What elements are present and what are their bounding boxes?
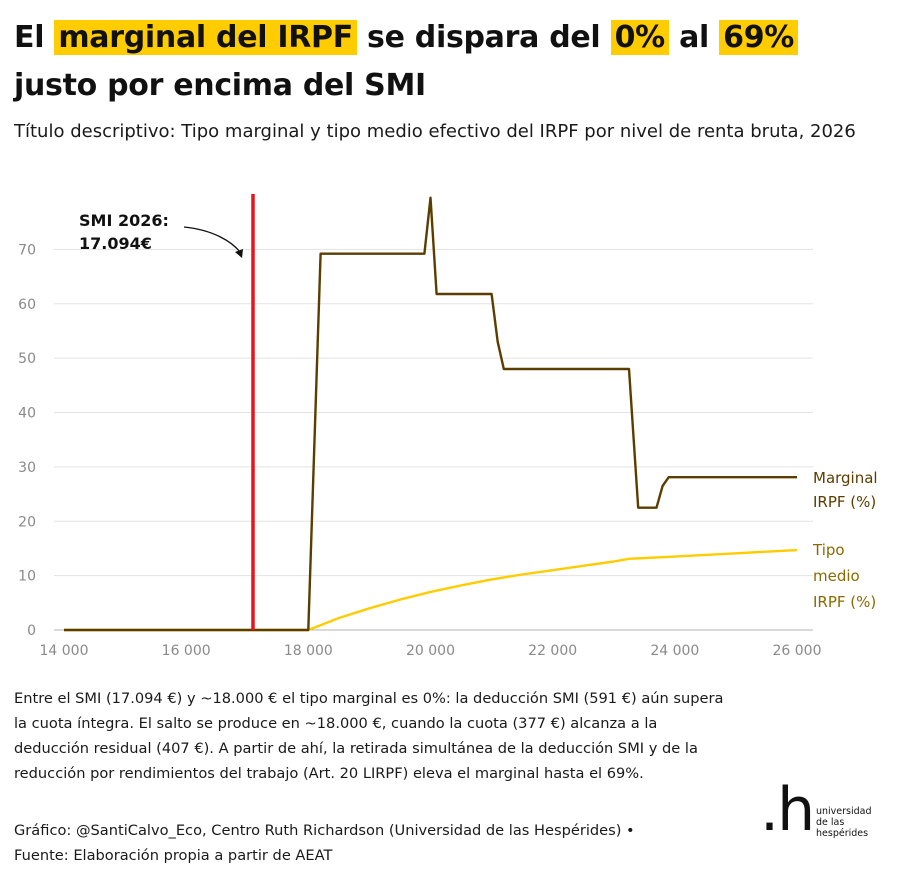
smi-annotation-label: SMI 2026:	[79, 211, 169, 230]
gridlines	[54, 248, 813, 631]
x-tick-label-22000: 22 000	[528, 643, 577, 659]
x-tick-label-20000: 20 000	[406, 643, 455, 659]
university-logo: .h universidad de las hespérides	[760, 780, 890, 846]
y-tick-label-10: 10	[18, 569, 36, 585]
y-tick-label-50: 50	[18, 351, 36, 367]
series-label-tipo-medio-0: Tipo	[812, 541, 845, 559]
headline-highlight-zero: 0%	[610, 20, 669, 55]
headline-part-3: al	[668, 20, 720, 55]
logo-mark: .h	[760, 775, 815, 845]
y-tick-label-60: 60	[18, 297, 36, 313]
series-labels: Marginal IRPF (%) Tipo medio IRPF (%)	[812, 469, 878, 611]
headline-highlight-marginal: marginal del IRPF	[54, 20, 357, 55]
credits-source: Fuente: Elaboración propia a partir de A…	[14, 847, 333, 864]
series-line-tipo-medio	[64, 548, 798, 632]
series-lines	[64, 196, 798, 632]
headline-part-4: justo por encima del SMI	[14, 68, 426, 103]
headline: El marginal del IRPF se dispara del 0% a…	[14, 14, 886, 110]
series-label-marginal-0: Marginal	[813, 469, 878, 487]
x-tick-label-14000: 14 000	[40, 643, 89, 659]
logo-line-3: hespérides	[816, 828, 869, 839]
headline-part-1: El	[14, 20, 55, 55]
y-tick-label-70: 70	[18, 242, 36, 258]
credits-author: Gráfico: @SantiCalvo_Eco, Centro Ruth Ri…	[14, 822, 635, 839]
smi-annotation: SMI 2026: 17.094€	[79, 194, 255, 630]
logo-text: universidad de las hespérides	[816, 806, 872, 839]
y-tick-label-30: 30	[18, 460, 36, 476]
headline-highlight-69: 69%	[719, 20, 799, 55]
smi-annotation-value: 17.094€	[79, 234, 152, 253]
series-line-marginal	[64, 196, 797, 632]
y-tick-label-40: 40	[18, 406, 36, 422]
credits: Gráfico: @SantiCalvo_Eco, Centro Ruth Ri…	[14, 818, 734, 868]
x-tick-label-24000: 24 000	[650, 643, 699, 659]
logo-line-2: de las	[816, 817, 845, 828]
x-tick-label-18000: 18 000	[284, 643, 333, 659]
x-tick-label-26000: 26 000	[773, 643, 822, 659]
smi-annotation-arrow	[183, 226, 241, 253]
logo-line-1: universidad	[816, 806, 872, 817]
smi-annotation-arrowhead	[235, 249, 243, 258]
headline-part-2: se dispara del	[356, 20, 611, 55]
chart-subtitle: Título descriptivo: Tipo marginal y tipo…	[14, 121, 856, 142]
series-label-marginal-1: IRPF (%)	[813, 493, 876, 511]
chart-area: 0 10 20 30 40 50 60 70 14 000 16 000 18 000 20 000 2…	[18, 194, 878, 659]
y-tick-label-20: 20	[18, 514, 36, 530]
series-label-tipo-medio-2: IRPF (%)	[813, 593, 876, 611]
footnote: Entre el SMI (17.094 €) y ~18.000 € el t…	[14, 690, 724, 782]
y-tick-label-0: 0	[27, 623, 36, 639]
axis-ticks: 0 10 20 30 40 50 60 70 14 000 16 000 18 000 20 000 2…	[18, 242, 821, 659]
x-tick-label-16000: 16 000	[162, 643, 211, 659]
series-label-tipo-medio-1: medio	[813, 567, 860, 585]
